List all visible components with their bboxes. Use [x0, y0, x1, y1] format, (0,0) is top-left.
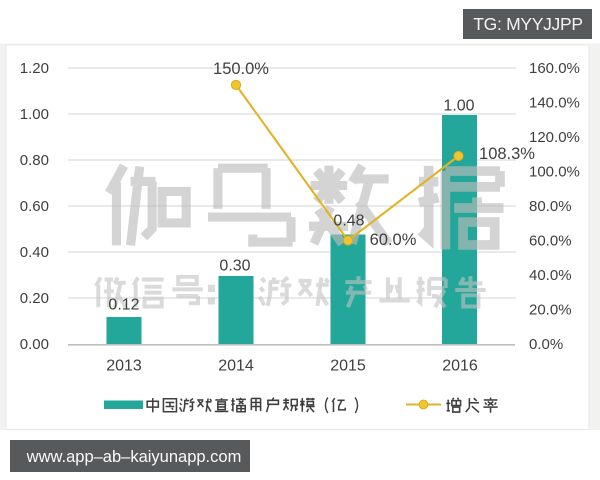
svg-text:TG: MYYJJPP: TG: MYYJJPP [473, 14, 583, 34]
svg-text:40.0%: 40.0% [529, 267, 572, 284]
svg-text:0.60: 0.60 [20, 198, 49, 215]
svg-text:80.0%: 80.0% [529, 198, 572, 215]
svg-text:140.0%: 140.0% [529, 95, 580, 112]
svg-text:0.0%: 0.0% [529, 336, 563, 353]
svg-text:0.48: 0.48 [333, 213, 364, 230]
svg-text:160.0%: 160.0% [529, 60, 580, 77]
svg-text:1.00: 1.00 [20, 106, 49, 123]
svg-text:60.0%: 60.0% [529, 233, 572, 250]
svg-text:0.80: 0.80 [20, 152, 49, 169]
svg-text:120.0%: 120.0% [529, 129, 580, 146]
svg-text:0.40: 0.40 [20, 244, 49, 261]
svg-text:0.12: 0.12 [108, 297, 139, 314]
svg-text:1.20: 1.20 [20, 60, 49, 77]
svg-text:2016: 2016 [442, 358, 478, 375]
svg-text:www.app–ab–kaiyunapp.com: www.app–ab–kaiyunapp.com [26, 448, 242, 466]
svg-text:0.00: 0.00 [20, 336, 49, 353]
svg-text:0.30: 0.30 [219, 258, 250, 275]
svg-text:150.0%: 150.0% [213, 60, 269, 78]
svg-text:108.3%: 108.3% [479, 145, 535, 163]
svg-text:60.0%: 60.0% [370, 231, 417, 249]
svg-text:2015: 2015 [330, 358, 366, 375]
svg-text:100.0%: 100.0% [529, 164, 580, 181]
svg-text:2013: 2013 [106, 358, 142, 375]
svg-text:20.0%: 20.0% [529, 302, 572, 319]
svg-text:2014: 2014 [218, 358, 254, 375]
svg-text:0.20: 0.20 [20, 290, 49, 307]
svg-text:1.00: 1.00 [443, 98, 474, 115]
